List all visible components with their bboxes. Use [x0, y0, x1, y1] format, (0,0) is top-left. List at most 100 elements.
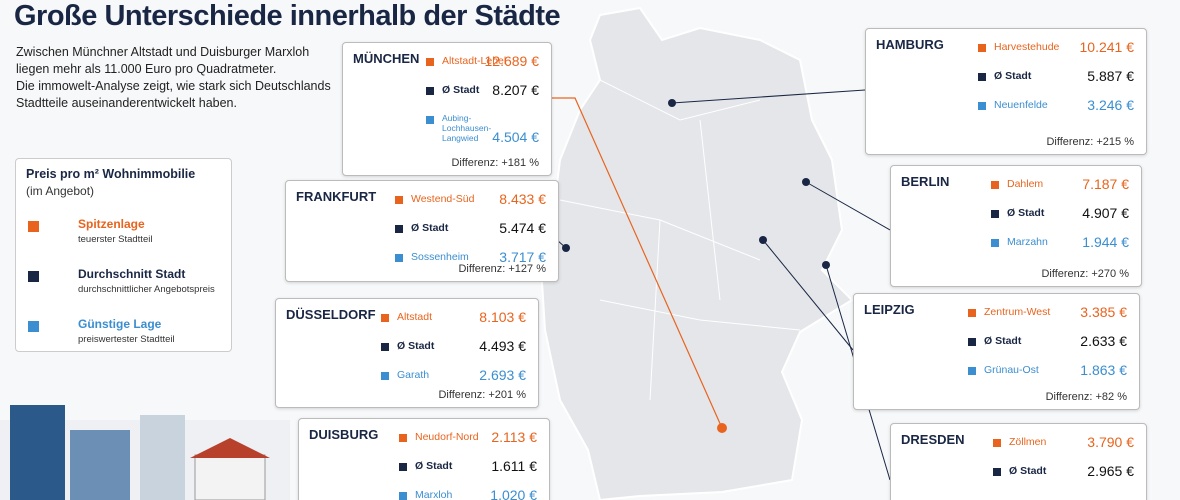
row-swatch	[968, 338, 976, 346]
row-label: Ø Stadt	[415, 460, 453, 472]
row-swatch	[991, 239, 999, 247]
price-row: Ø Stadt 4.907 €	[891, 205, 1141, 225]
intro-line: Zwischen Münchner Altstadt und Duisburge…	[16, 45, 310, 59]
legend-label: Günstige Lage	[78, 317, 162, 331]
munich-connector	[550, 97, 723, 429]
row-label: Altstadt-Lehel	[442, 55, 507, 67]
row-value: 5.887 €	[1087, 68, 1134, 84]
legend-note: teuerster Stadtteil	[78, 234, 153, 245]
row-label: Garath	[397, 369, 430, 381]
legend-note: durchschnittlicher Angebotspreis	[78, 284, 215, 295]
row-swatch	[381, 343, 389, 351]
munich-dot	[717, 423, 727, 433]
row-label: Marzahn	[1007, 236, 1048, 248]
row-value: 4.907 €	[1082, 205, 1129, 221]
row-label: Sossenheim	[411, 251, 469, 263]
buildings-illustration	[0, 405, 290, 500]
difference: Differenz: +82 %	[1045, 391, 1127, 403]
row-value: 8.207 €	[492, 82, 539, 98]
row-label: Neudorf-Nord	[415, 431, 479, 443]
price-row: Dahlem 7.187 €	[891, 176, 1141, 196]
row-value: 4.504 €	[492, 129, 539, 145]
row-value: 1.611 €	[491, 458, 537, 474]
row-value: 8.103 €	[479, 309, 526, 325]
price-row: Grünau-Ost 1.863 €	[854, 362, 1139, 382]
row-label: Neuenfelde	[994, 99, 1048, 111]
row-label: Ø Stadt	[1007, 207, 1045, 219]
row-label: Zöllmen	[1009, 436, 1047, 448]
city-dots	[562, 99, 830, 269]
price-row: Neuenfelde 3.246 €	[866, 97, 1146, 117]
price-row: Ø Stadt 5.474 €	[286, 220, 558, 240]
row-swatch	[399, 492, 407, 500]
row-swatch	[968, 367, 976, 375]
row-swatch	[993, 439, 1001, 447]
row-label: Ø Stadt	[442, 84, 480, 96]
row-label: Ø Stadt	[1009, 465, 1047, 477]
row-swatch	[395, 196, 403, 204]
row-label: Altstadt	[397, 311, 433, 323]
price-row: Ø Stadt 1.611 €	[299, 458, 549, 478]
row-value: 2.693 €	[479, 367, 526, 383]
row-swatch	[978, 102, 986, 110]
row-value: 5.474 €	[499, 220, 546, 236]
row-value: 2.965 €	[1087, 463, 1134, 479]
row-swatch	[395, 225, 403, 233]
row-value: 4.493 €	[479, 338, 526, 354]
city-card: DÜSSELDORF Altstadt 8.103 € Ø Stadt 4.493 € G…	[275, 298, 539, 408]
row-value: 3.246 €	[1087, 97, 1134, 113]
row-swatch	[381, 372, 389, 380]
row-value: 1.944 €	[1082, 234, 1129, 250]
difference: Differenz: +270 %	[1041, 268, 1129, 280]
row-label: Dahlem	[1007, 178, 1044, 190]
row-value: 10.241 €	[1079, 39, 1135, 55]
row-swatch	[426, 58, 434, 66]
city-card: LEIPZIG Zentrum-West 3.385 € Ø Stadt 2.633 €…	[853, 293, 1140, 410]
price-row: Ø Stadt 4.493 €	[276, 338, 538, 358]
city-card: DUISBURG Neudorf-Nord 2.113 € Ø Stadt 1.611 …	[298, 418, 550, 500]
price-row: Zöllmen 3.790 €	[891, 434, 1146, 454]
row-value: 3.385 €	[1080, 304, 1127, 320]
price-row: Altstadt 8.103 €	[276, 309, 538, 329]
legend-swatch	[28, 321, 39, 332]
price-row: Garath 2.693 €	[276, 367, 538, 387]
price-row: Zentrum-West 3.385 €	[854, 304, 1139, 324]
row-label: Zentrum-West	[984, 306, 1051, 318]
legend-swatch	[28, 221, 39, 232]
city-card: FRANKFURT Westend-Süd 8.433 € Ø Stadt 5.474 …	[285, 180, 559, 282]
row-label: Ø Stadt	[411, 222, 449, 234]
difference: Differenz: +181 %	[451, 157, 539, 169]
row-label: Ø Stadt	[984, 335, 1022, 347]
city-card: HAMBURG Harvestehude 10.241 € Ø Stadt 5.887 …	[865, 28, 1147, 155]
row-swatch	[395, 254, 403, 262]
city-name: LEIPZIG	[864, 302, 915, 317]
row-label: Grünau-Ost	[984, 364, 1039, 376]
row-label: Aubing-Lochhausen-Langwied	[442, 113, 492, 143]
row-value: 7.187 €	[1082, 176, 1129, 192]
row-swatch	[426, 87, 434, 95]
city-name: HAMBURG	[876, 37, 944, 52]
row-label: Harvestehude	[994, 41, 1060, 53]
legend-label: Durchschnitt Stadt	[78, 267, 186, 281]
price-row: Sossenheim 3.717 €	[286, 249, 558, 269]
city-card: BERLIN Dahlem 7.187 € Ø Stadt 4.907 € Marzahn…	[890, 165, 1142, 287]
row-value: 2.113 €	[491, 429, 537, 445]
intro-line: liegen mehr als 11.000 Euro pro Quadratm…	[16, 62, 277, 76]
row-swatch	[991, 181, 999, 189]
price-row: Ø Stadt 5.887 €	[866, 68, 1146, 88]
difference: Differenz: +215 %	[1046, 136, 1134, 148]
row-swatch	[968, 309, 976, 317]
row-value: 8.433 €	[499, 191, 546, 207]
row-swatch	[993, 468, 1001, 476]
row-swatch	[991, 210, 999, 218]
price-row: Neudorf-Nord 2.113 €	[299, 429, 549, 449]
legend-title: Preis pro m² Wohnimmobilie	[26, 167, 196, 181]
row-label: Westend-Süd	[411, 193, 475, 205]
row-value: 1.020 €	[490, 487, 537, 500]
row-swatch	[978, 44, 986, 52]
difference: Differenz: +127 %	[458, 263, 546, 275]
price-row: Westend-Süd 8.433 €	[286, 191, 558, 211]
price-row: Altstadt-Lehel 12.689 €	[343, 53, 551, 73]
price-row: Aubing-Lochhausen-Langwied 4.504 €	[343, 111, 551, 145]
